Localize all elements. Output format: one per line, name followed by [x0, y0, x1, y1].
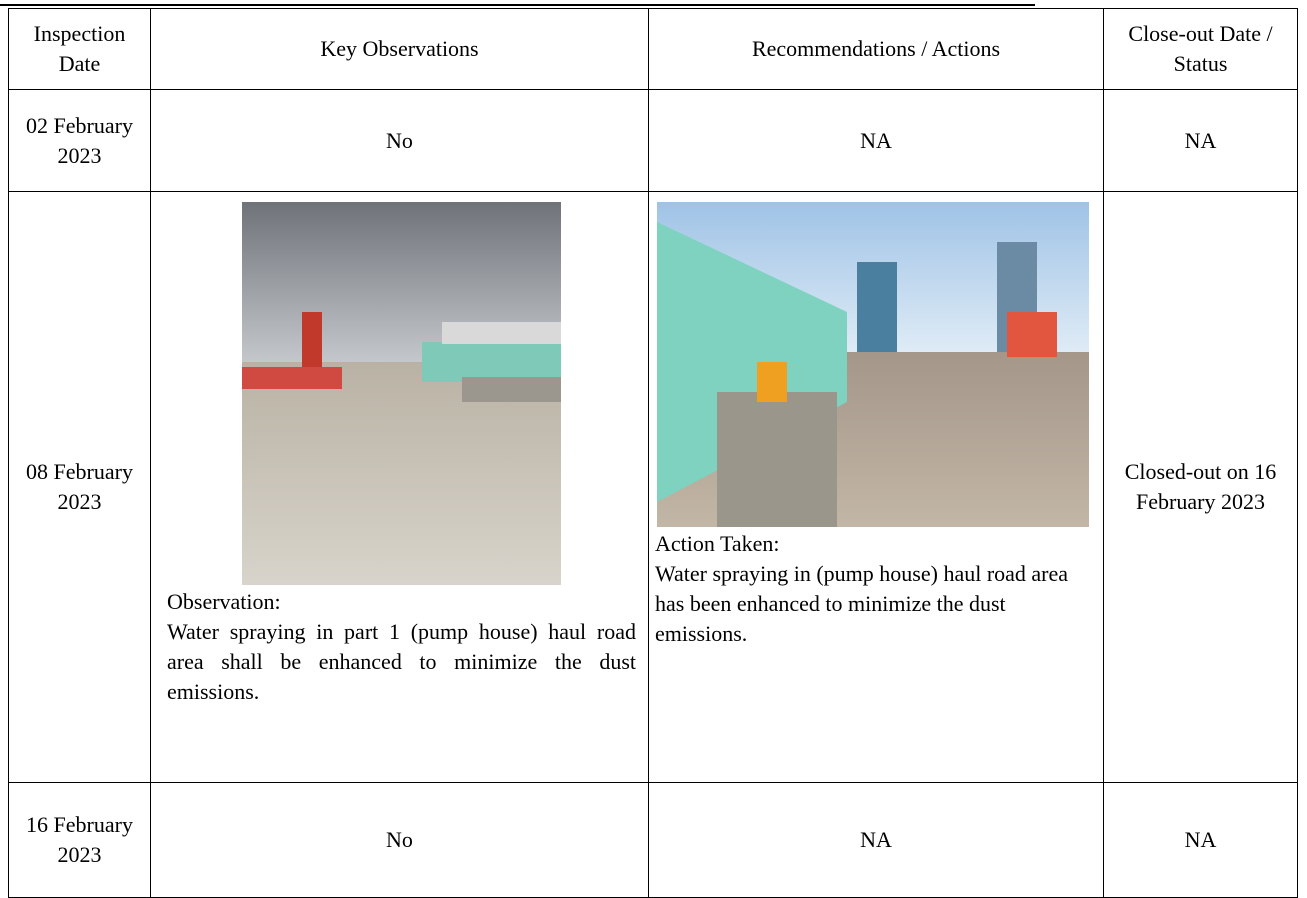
cell: No — [151, 90, 649, 192]
cell: NA — [649, 783, 1104, 898]
cell: No — [151, 783, 649, 898]
action-cell: Action Taken: Water spraying in (pump ho… — [649, 192, 1104, 783]
observation-text: Water spraying in part 1 (pump house) ha… — [167, 617, 636, 707]
page: {"table": { "header": ["Inspection Date"… — [0, 0, 1307, 881]
date-cell: 02 February 2023 — [9, 90, 151, 192]
cell: NA — [1104, 783, 1298, 898]
header-cell: Close-out Date / Status — [1104, 9, 1298, 90]
observation-cell: Observation: Water spraying in part 1 (p… — [151, 192, 649, 783]
header-rule — [0, 4, 1035, 6]
row: 08 February 2023 Observation: Water spra… — [9, 192, 1298, 783]
cell: NA — [649, 90, 1104, 192]
header-cell: Key Observations — [151, 9, 649, 90]
observation-label: Observation: — [167, 587, 636, 617]
action-photo — [657, 202, 1089, 527]
header-cell: Inspection Date — [9, 9, 151, 90]
status-cell: Closed-out on 16 February 2023 — [1104, 192, 1298, 783]
row: 16 February 2023 No NA NA — [9, 783, 1298, 898]
header-row: Inspection Date Key Observations Recomme… — [9, 9, 1298, 90]
row: 02 February 2023 No NA NA — [9, 90, 1298, 192]
date-cell: 16 February 2023 — [9, 783, 151, 898]
observation-photo — [242, 202, 561, 585]
date-cell: 08 February 2023 — [9, 192, 151, 783]
action-label: Action Taken: — [655, 529, 1091, 559]
action-text: Water spraying in (pump house) haul road… — [655, 559, 1091, 649]
cell: NA — [1104, 90, 1298, 192]
header-cell: Recommendations / Actions — [649, 9, 1104, 90]
inspection-table: Inspection Date Key Observations Recomme… — [8, 8, 1298, 898]
